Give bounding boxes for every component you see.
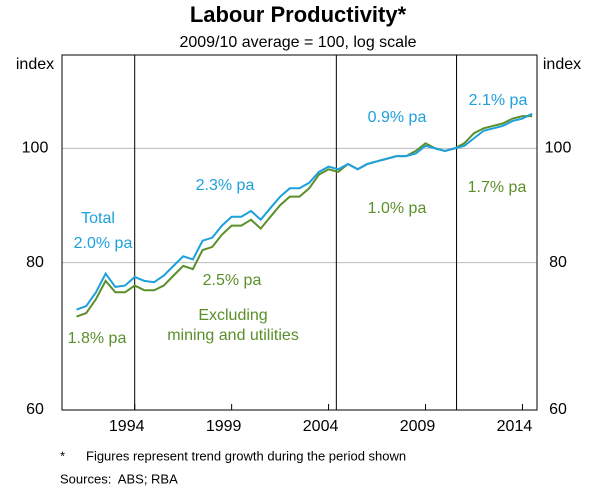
- x-tick-label: 2014: [497, 418, 533, 435]
- x-tick-label: 1999: [206, 418, 242, 435]
- y2-axis-label: index: [543, 56, 581, 73]
- y-tick-label: 60: [26, 401, 44, 418]
- growth-label: 1.0% pa: [367, 200, 427, 217]
- growth-label: 2.0% pa: [73, 235, 133, 252]
- growth-label: 1.7% pa: [467, 179, 527, 196]
- series-label: Excluding mining and utilities: [167, 307, 299, 344]
- growth-label: 1.8% pa: [67, 330, 127, 347]
- x-tick-label: 1994: [109, 418, 145, 435]
- chart-subtitle: 2009/10 average = 100, log scale: [179, 34, 416, 51]
- growth-label: 0.9% pa: [367, 109, 427, 126]
- x-tick-label: 2004: [303, 418, 339, 435]
- footnote: Figures represent trend growth during th…: [86, 448, 406, 463]
- growth-label: 2.1% pa: [468, 92, 528, 109]
- y2-tick-label: 100: [545, 140, 572, 157]
- x-tick-label: 2009: [400, 418, 436, 435]
- chart-title: Labour Productivity*: [190, 2, 407, 27]
- plot-border: [61, 54, 538, 411]
- series-line: [76, 112, 533, 311]
- growth-label: 2.5% pa: [202, 272, 262, 289]
- footnote-marker: *: [60, 448, 65, 463]
- series-label: Total: [81, 210, 115, 227]
- y2-tick-label: 60: [549, 401, 567, 418]
- y-tick-label: 100: [22, 140, 49, 157]
- y-tick-label: 80: [26, 254, 44, 271]
- growth-label: 2.3% pa: [195, 177, 255, 194]
- y2-tick-label: 80: [549, 254, 567, 271]
- source: Sources: ABS; RBA: [60, 471, 178, 486]
- y-axis-label: index: [16, 56, 54, 73]
